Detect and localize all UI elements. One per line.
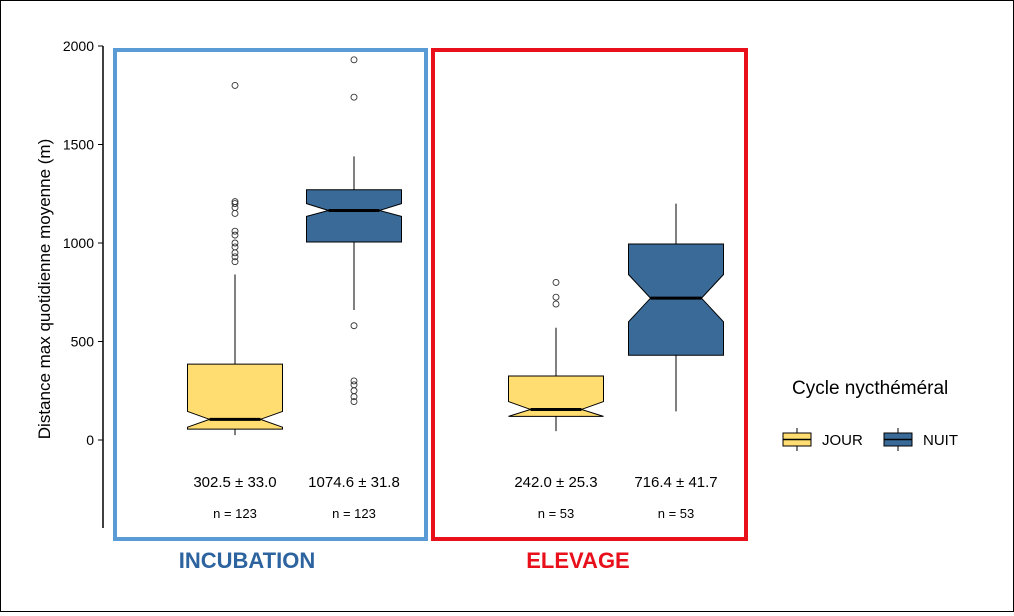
y-axis-ticks: 0 500 1000 1500 2000 bbox=[63, 38, 103, 448]
outlier-point bbox=[231, 243, 239, 251]
group-label: ELEVAGE bbox=[526, 548, 630, 573]
outlier-point bbox=[231, 198, 239, 206]
outlier-point bbox=[231, 258, 239, 266]
y-tick-label: 1000 bbox=[63, 235, 94, 251]
box-jour: 302.5 ± 33.0 n = 123 bbox=[187, 81, 283, 521]
outlier-point bbox=[231, 81, 239, 89]
outlier-point bbox=[350, 377, 358, 385]
legend-title: Cycle nycthéméral bbox=[792, 378, 948, 399]
y-tick-label: 500 bbox=[71, 334, 95, 350]
outlier-point bbox=[350, 381, 358, 389]
legend-item-nuit: NUIT bbox=[883, 428, 958, 451]
mean-label: 302.5 ± 33.0 bbox=[193, 474, 276, 491]
box-body bbox=[306, 189, 402, 243]
group-frame bbox=[113, 48, 428, 541]
box-body bbox=[508, 375, 604, 417]
mean-label: 1074.6 ± 31.8 bbox=[308, 474, 400, 491]
outlier-point bbox=[350, 56, 358, 64]
group-frame bbox=[431, 48, 748, 541]
legend: Cycle nycthéméral JOUR NUIT bbox=[782, 378, 958, 451]
outlier-point bbox=[350, 322, 358, 330]
outlier-point bbox=[552, 278, 560, 286]
n-label: n = 123 bbox=[213, 506, 257, 521]
outlier-point bbox=[552, 300, 560, 308]
legend-item-jour: JOUR bbox=[782, 428, 863, 451]
outlier-point bbox=[231, 231, 239, 239]
n-label: n = 123 bbox=[332, 506, 376, 521]
mean-label: 242.0 ± 25.3 bbox=[514, 474, 597, 491]
outlier-point bbox=[552, 293, 560, 301]
box-body bbox=[187, 363, 283, 430]
outlier-point bbox=[350, 93, 358, 101]
outlier-point bbox=[231, 253, 239, 261]
n-label: n = 53 bbox=[658, 506, 695, 521]
box-jour: 242.0 ± 25.3 n = 53 bbox=[508, 278, 604, 521]
group-label: INCUBATION bbox=[179, 548, 315, 573]
mean-label: 716.4 ± 41.7 bbox=[634, 474, 717, 491]
group-elevage: ELEVAGE 242.0 ± 25.3 n = 53 716.4 ± 41.7 n =… bbox=[431, 48, 748, 573]
n-label: n = 53 bbox=[538, 506, 575, 521]
y-tick-label: 0 bbox=[86, 432, 94, 448]
outlier-point bbox=[350, 387, 358, 395]
outlier-point bbox=[231, 249, 239, 257]
outlier-point bbox=[231, 239, 239, 247]
outlier-point bbox=[231, 200, 239, 208]
outlier-point bbox=[350, 398, 358, 406]
box-nuit: 716.4 ± 41.7 n = 53 bbox=[628, 203, 724, 521]
legend-label: NUIT bbox=[923, 432, 958, 449]
y-tick-label: 2000 bbox=[63, 38, 94, 54]
outlier-point bbox=[231, 227, 239, 235]
y-tick-label: 1500 bbox=[63, 137, 94, 153]
y-axis-title: Distance max quotidienne moyenne (m) bbox=[35, 139, 54, 439]
legend-label: JOUR bbox=[822, 432, 863, 449]
outlier-point bbox=[231, 209, 239, 217]
box-nuit: 1074.6 ± 31.8 n = 123 bbox=[306, 56, 402, 521]
